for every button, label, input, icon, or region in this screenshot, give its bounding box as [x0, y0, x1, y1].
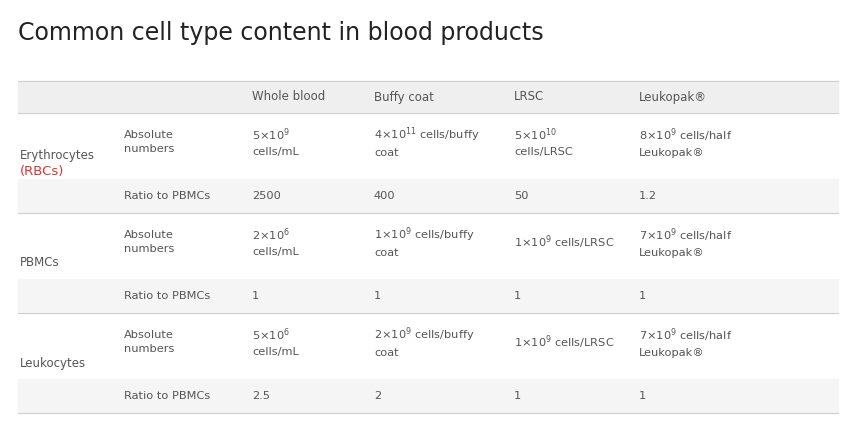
Text: Absolute
numbers: Absolute numbers: [124, 230, 174, 254]
Text: 2500: 2500: [252, 191, 280, 201]
Text: 7×10$^{9}$ cells/half
Leukopak®: 7×10$^{9}$ cells/half Leukopak®: [638, 226, 732, 258]
Text: 1×10$^{9}$ cells/buffy
coat: 1×10$^{9}$ cells/buffy coat: [374, 226, 474, 258]
Text: Whole blood: Whole blood: [252, 91, 325, 104]
Text: 7×10$^{9}$ cells/half
Leukopak®: 7×10$^{9}$ cells/half Leukopak®: [638, 326, 732, 358]
Bar: [18, 279, 837, 313]
Text: Leukopak®: Leukopak®: [638, 91, 706, 104]
Text: Absolute
numbers: Absolute numbers: [124, 130, 174, 154]
Text: 4×10$^{11}$ cells/buffy
coat: 4×10$^{11}$ cells/buffy coat: [374, 125, 479, 158]
Text: (RBCs): (RBCs): [20, 165, 64, 179]
Text: 1.2: 1.2: [638, 191, 657, 201]
Text: PBMCs: PBMCs: [20, 256, 60, 269]
Text: Ratio to PBMCs: Ratio to PBMCs: [124, 291, 210, 301]
Text: Leukocytes: Leukocytes: [20, 357, 86, 370]
Text: 5×10$^{10}$
cells/LRSC: 5×10$^{10}$ cells/LRSC: [513, 127, 572, 157]
Text: Ratio to PBMCs: Ratio to PBMCs: [124, 391, 210, 401]
Text: 50: 50: [513, 191, 528, 201]
Text: Absolute
numbers: Absolute numbers: [124, 330, 174, 354]
Text: 1: 1: [513, 291, 521, 301]
Text: 5×10$^{9}$
cells/mL: 5×10$^{9}$ cells/mL: [252, 127, 299, 157]
Text: 2.5: 2.5: [252, 391, 270, 401]
Text: 2×10$^{9}$ cells/buffy
coat: 2×10$^{9}$ cells/buffy coat: [374, 326, 474, 358]
Bar: [18, 81, 837, 113]
Bar: [18, 379, 837, 413]
Text: Erythrocytes: Erythrocytes: [20, 149, 95, 163]
Text: 400: 400: [374, 191, 395, 201]
Bar: [18, 179, 837, 213]
Text: 1: 1: [252, 291, 259, 301]
Text: 1×10$^{9}$ cells/LRSC: 1×10$^{9}$ cells/LRSC: [513, 233, 614, 251]
Text: 8×10$^{9}$ cells/half
Leukopak®: 8×10$^{9}$ cells/half Leukopak®: [638, 126, 732, 158]
Text: 1: 1: [638, 291, 646, 301]
Text: 2: 2: [374, 391, 381, 401]
Text: 1×10$^{9}$ cells/LRSC: 1×10$^{9}$ cells/LRSC: [513, 333, 614, 351]
Text: Common cell type content in blood products: Common cell type content in blood produc…: [18, 21, 543, 45]
Text: 2×10$^{6}$
cells/mL: 2×10$^{6}$ cells/mL: [252, 226, 299, 257]
Text: 5×10$^{6}$
cells/mL: 5×10$^{6}$ cells/mL: [252, 327, 299, 357]
Text: Ratio to PBMCs: Ratio to PBMCs: [124, 191, 210, 201]
Text: 1: 1: [638, 391, 646, 401]
Text: 1: 1: [374, 291, 381, 301]
Text: LRSC: LRSC: [513, 91, 544, 104]
Text: 1: 1: [513, 391, 521, 401]
Text: Buffy coat: Buffy coat: [374, 91, 433, 104]
